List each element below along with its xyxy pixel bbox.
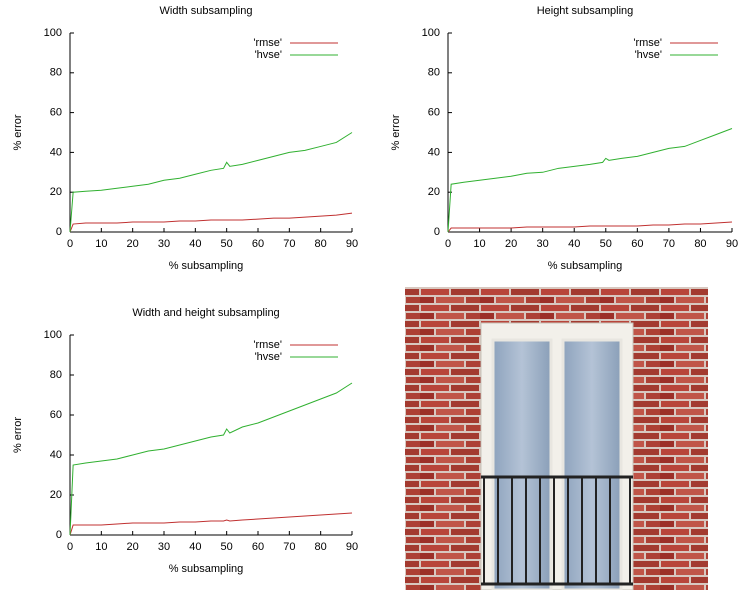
y-axis-label: % error bbox=[12, 417, 24, 453]
legend-label: 'rmse' bbox=[633, 37, 662, 49]
x-tick-label: 80 bbox=[315, 238, 327, 250]
y-tick-label: 100 bbox=[44, 329, 62, 341]
y-tick-label: 20 bbox=[428, 186, 440, 198]
x-tick-label: 40 bbox=[189, 541, 201, 553]
x-tick-label: 90 bbox=[346, 541, 358, 553]
x-tick-label: 70 bbox=[283, 541, 295, 553]
series-line bbox=[70, 213, 352, 232]
x-tick-label: 10 bbox=[95, 541, 107, 553]
x-tick-label: 60 bbox=[631, 238, 643, 250]
x-tick-label: 40 bbox=[189, 238, 201, 250]
y-tick-label: 80 bbox=[50, 369, 62, 381]
x-tick-label: 30 bbox=[158, 541, 170, 553]
series-line bbox=[448, 129, 732, 232]
series-line bbox=[70, 513, 352, 535]
x-tick-label: 30 bbox=[158, 238, 170, 250]
x-tick-label: 70 bbox=[663, 238, 675, 250]
series-line bbox=[70, 383, 352, 535]
x-tick-label: 20 bbox=[505, 238, 517, 250]
x-tick-label: 0 bbox=[445, 238, 451, 250]
chart-title: Width subsampling bbox=[160, 5, 253, 17]
x-axis-label: % subsampling bbox=[169, 260, 244, 272]
x-tick-label: 10 bbox=[95, 238, 107, 250]
y-tick-label: 40 bbox=[50, 449, 62, 461]
y-tick-label: 40 bbox=[428, 146, 440, 158]
legend-label: 'rmse' bbox=[253, 37, 282, 49]
x-tick-label: 60 bbox=[252, 238, 264, 250]
photo bbox=[405, 287, 708, 590]
chart-title: Height subsampling bbox=[537, 5, 634, 17]
y-tick-label: 80 bbox=[428, 67, 440, 79]
legend-label: 'hvse' bbox=[255, 351, 282, 363]
y-tick-label: 0 bbox=[56, 529, 62, 541]
x-axis-label: % subsampling bbox=[169, 563, 244, 575]
y-tick-label: 0 bbox=[434, 226, 440, 238]
x-axis-label: % subsampling bbox=[548, 260, 623, 272]
y-tick-label: 20 bbox=[50, 186, 62, 198]
x-tick-label: 20 bbox=[127, 238, 139, 250]
legend-label: 'rmse' bbox=[253, 339, 282, 351]
y-tick-label: 100 bbox=[44, 27, 62, 39]
x-tick-label: 50 bbox=[600, 238, 612, 250]
x-tick-label: 60 bbox=[252, 541, 264, 553]
series-line bbox=[448, 222, 732, 232]
x-tick-label: 70 bbox=[283, 238, 295, 250]
y-tick-label: 80 bbox=[50, 67, 62, 79]
x-tick-label: 90 bbox=[726, 238, 738, 250]
x-tick-label: 0 bbox=[67, 238, 73, 250]
y-tick-label: 0 bbox=[56, 226, 62, 238]
x-tick-label: 10 bbox=[473, 238, 485, 250]
y-tick-label: 100 bbox=[422, 27, 440, 39]
y-tick-label: 40 bbox=[50, 146, 62, 158]
x-tick-label: 90 bbox=[346, 238, 358, 250]
chart-title: Width and height subsampling bbox=[132, 307, 279, 319]
x-tick-label: 50 bbox=[221, 541, 233, 553]
y-tick-label: 60 bbox=[50, 409, 62, 421]
x-tick-label: 0 bbox=[67, 541, 73, 553]
y-axis-label: % error bbox=[12, 114, 24, 150]
x-tick-label: 40 bbox=[568, 238, 580, 250]
x-tick-label: 80 bbox=[694, 238, 706, 250]
legend-label: 'hvse' bbox=[635, 49, 662, 61]
x-tick-label: 30 bbox=[537, 238, 549, 250]
x-tick-label: 50 bbox=[221, 238, 233, 250]
y-tick-label: 20 bbox=[50, 489, 62, 501]
y-tick-label: 60 bbox=[428, 107, 440, 119]
figure: Width subsampling % subsampling % error 0 20… bbox=[0, 0, 738, 590]
legend-label: 'hvse' bbox=[255, 49, 282, 61]
y-tick-label: 60 bbox=[50, 107, 62, 119]
x-tick-label: 80 bbox=[315, 541, 327, 553]
y-axis-label: % error bbox=[390, 114, 402, 150]
x-tick-label: 20 bbox=[127, 541, 139, 553]
